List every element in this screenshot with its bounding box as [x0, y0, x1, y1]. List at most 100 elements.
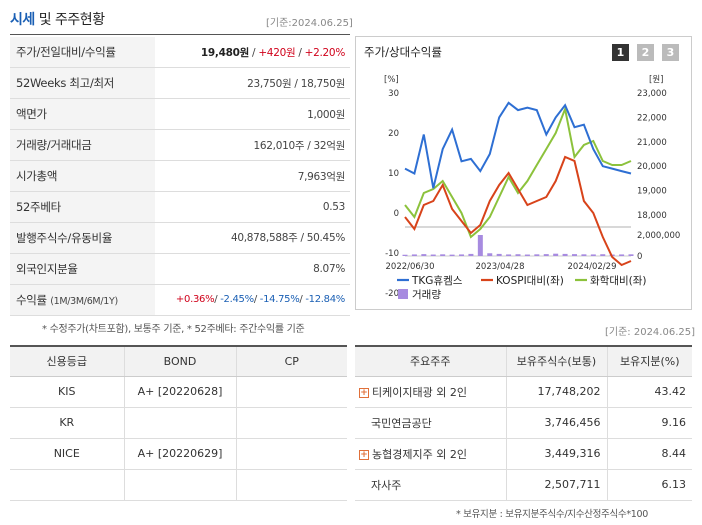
stat-row-returns: 수익률 (1M/3M/6M/1Y) +0.36%/ -2.45%/ -14.75…: [10, 284, 350, 316]
return-3m: -2.45%: [220, 294, 254, 306]
shareholders-footnote: * 보유지분 : 보유지분주식수/지수산정주식수*100: [456, 509, 649, 520]
volume-bar: [515, 254, 521, 256]
period-button-3[interactable]: 3: [662, 44, 679, 61]
cp-rating: [235, 407, 347, 439]
stat-row-52weeks: 52Weeks 최고/최저 23,750원 / 18,750원: [10, 67, 350, 100]
left-axis-tick: 0: [394, 209, 399, 219]
stat-row-foreign: 외국인지분율 8.07%: [10, 253, 350, 285]
price-stats-table: 주가/전일대비/수익률 19,480원 / +420원 / +2.20% 52W…: [10, 37, 350, 316]
volume-bar: [600, 254, 606, 256]
legend-chemical-label: 화학대비(좌): [590, 275, 647, 287]
period-button-2[interactable]: 2: [637, 44, 654, 61]
volume-bar: [553, 253, 559, 256]
right-axis-tick: 20,000: [637, 162, 667, 172]
stat-label: 시가총액: [10, 160, 155, 192]
volume-bar: [524, 254, 530, 256]
stat-row-market-cap: 시가총액 7,963억원: [10, 160, 350, 192]
rating-agency: KIS: [10, 376, 124, 408]
left-unit-label: [%]: [384, 75, 399, 85]
series-line-stock: [404, 101, 632, 189]
divider: [10, 34, 350, 35]
rating-agency: NICE: [10, 438, 124, 470]
return-6m: -14.75%: [259, 294, 300, 306]
volume-bar: [562, 253, 568, 256]
stat-row-par-value: 액면가 1,000원: [10, 98, 350, 131]
plus-icon[interactable]: +: [359, 387, 369, 398]
volume-bar: [590, 254, 596, 256]
volume-bar: [572, 254, 577, 256]
bond-rating: A+ [20220628]: [123, 376, 236, 408]
legend-stock-label: TKG휴켐스: [411, 275, 463, 287]
bond-rating: [123, 407, 236, 439]
volume-bar: [487, 253, 493, 256]
stat-label: 수익률 (1M/3M/6M/1Y): [10, 284, 155, 316]
table-row: [10, 469, 347, 501]
left-axis-tick: -20: [385, 289, 399, 299]
current-price: 19,480원: [200, 46, 249, 59]
stat-value: 0.53: [155, 191, 350, 223]
legend-volume-swatch: [398, 289, 408, 299]
volume-bar: [449, 254, 455, 256]
stats-footnote: * 수정주가(차트포함), 보통주 기준, * 52주베타: 주간수익률 기준: [42, 324, 305, 335]
table-row: KIS A+ [20220628]: [10, 376, 347, 408]
holder-shares: 3,449,316: [505, 438, 607, 470]
stat-label: 주가/전일대비/수익률: [10, 37, 155, 69]
credit-rating-table: 신용등급 BOND CP KIS A+ [20220628] KR NICE A+ …: [10, 345, 347, 501]
volume-bar: [534, 254, 540, 256]
holder-name: 자사주: [355, 469, 506, 501]
x-axis-tick: 2023/04/28: [476, 262, 525, 272]
x-axis-tick: 2024/02/29: [568, 262, 617, 272]
x-axis-tick: 2022/06/30: [386, 262, 435, 272]
stat-label: 액면가: [10, 98, 155, 131]
period-button-1[interactable]: 1: [612, 44, 629, 61]
price-change-rate: +2.20%: [304, 46, 346, 59]
holder-shares: 17,748,202: [505, 376, 607, 408]
stat-value: 19,480원 / +420원 / +2.20%: [155, 37, 350, 69]
stat-row-beta: 52주베타 0.53: [10, 191, 350, 223]
stat-value: 23,750원 / 18,750원: [155, 67, 350, 100]
volume-bar: [496, 253, 502, 256]
left-axis-tick: 30: [388, 89, 399, 99]
holder-name: 국민연금공단: [355, 407, 506, 439]
holder-pct: 9.16: [606, 407, 692, 439]
rating-agency: [10, 469, 124, 501]
stat-value: 162,010주 / 32억원: [155, 129, 350, 162]
right-unit-label: [원]: [649, 75, 663, 85]
holder-pct: 43.42: [606, 376, 692, 408]
table-row: KR: [10, 407, 347, 439]
right-axis-tick: 22,000: [637, 113, 667, 123]
col-header-shares: 보유주식수(보통): [505, 345, 607, 377]
stat-value: +0.36%/ -2.45%/ -14.75%/ -12.84%: [155, 284, 350, 316]
volume-bar: [619, 254, 625, 256]
volume-bar: [459, 254, 464, 256]
volume-bar: [477, 235, 483, 256]
series-line-kospi: [404, 155, 632, 267]
col-header-cp: CP: [235, 345, 347, 377]
stat-value: 8.07%: [155, 253, 350, 285]
holder-name: + 농협경제지주 외 2인: [355, 438, 506, 470]
legend-volume-label: 거래량: [412, 289, 441, 301]
stat-label: 거래량/거래대금: [10, 129, 155, 162]
chart-title: 주가/상대수익률: [364, 45, 442, 59]
col-header-bond: BOND: [123, 345, 236, 377]
cp-rating: [235, 376, 347, 408]
volume-bar: [628, 254, 634, 256]
price-change: +420원: [258, 46, 296, 59]
table-row: + 티케이지태광 외 2인 17,748,202 43.42: [355, 376, 692, 408]
stat-value: 40,878,588주 / 50.45%: [155, 222, 350, 254]
return-1y: -12.84%: [305, 294, 345, 306]
price-chart: [%] [원] 30 20 10 0 -10 -20 23,000 22,000 21,000 2…: [384, 75, 680, 301]
volume-bar: [581, 254, 587, 256]
volume-bar: [421, 254, 427, 256]
volume-bar: [440, 254, 446, 256]
bond-rating: A+ [20220629]: [123, 438, 236, 470]
section-title: 시세 및 주주현황: [10, 9, 105, 29]
left-axis-tick: -10: [385, 249, 399, 259]
volume-bar: [543, 254, 549, 256]
volume-bar: [402, 254, 408, 256]
series-line-chemical: [404, 105, 632, 239]
volume-bar: [506, 254, 512, 256]
plus-icon[interactable]: +: [359, 449, 369, 460]
left-axis-tick: 20: [388, 129, 399, 139]
holder-pct: 6.13: [606, 469, 692, 501]
